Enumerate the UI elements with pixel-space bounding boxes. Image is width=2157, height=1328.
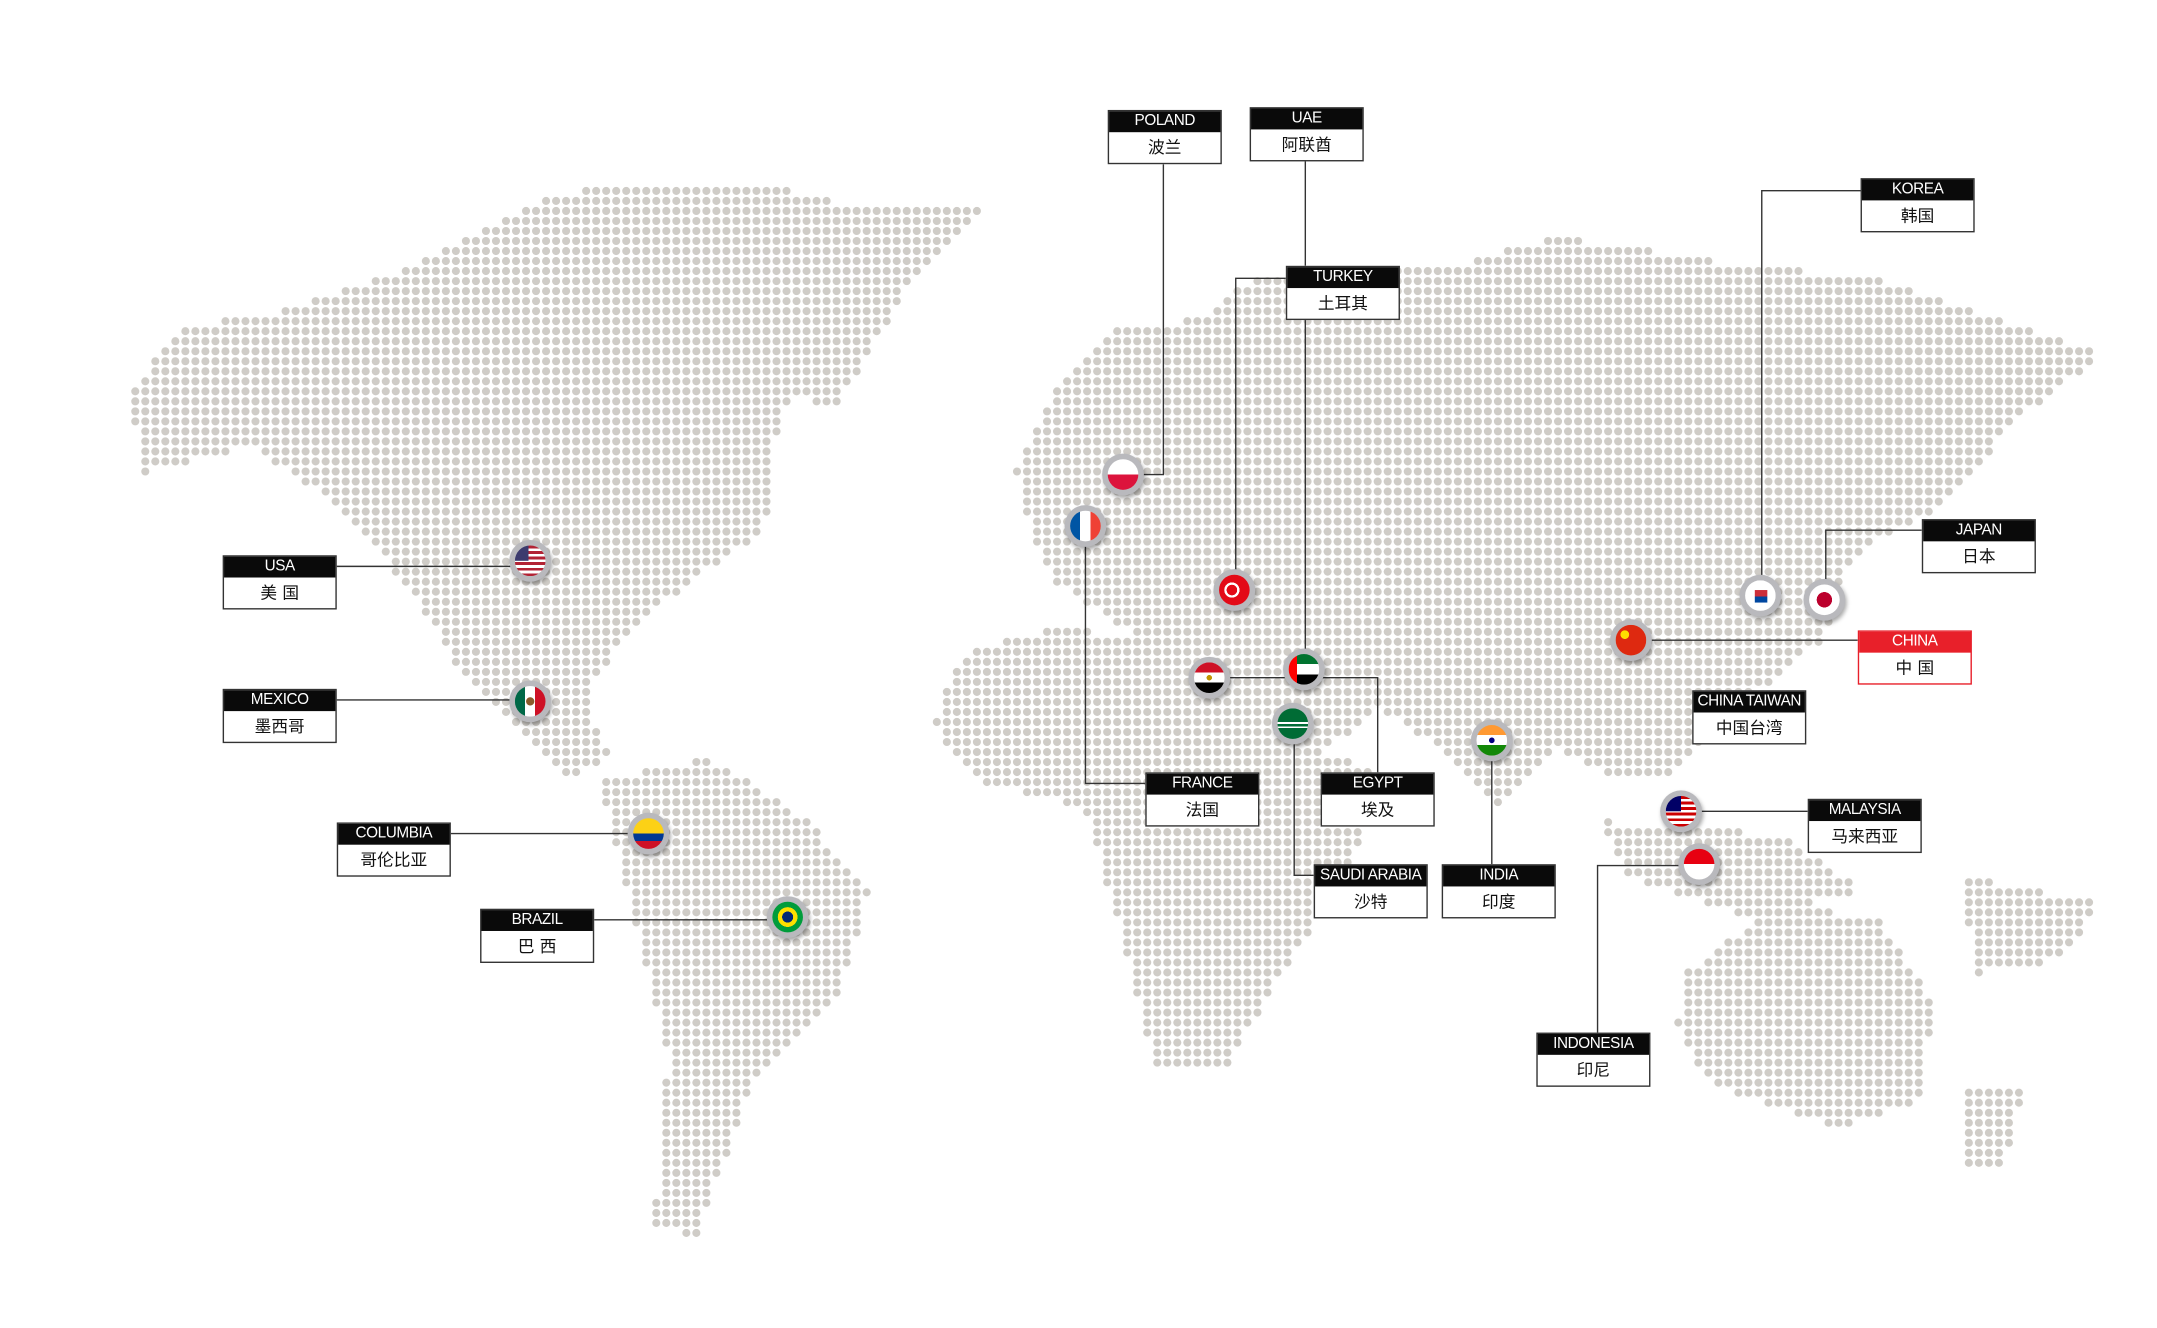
label-malaysia: MALAYSIA 马来西亚 <box>1807 798 1922 854</box>
connector-line <box>1825 529 1922 584</box>
label-china-taiwan: CHINA TAIWAN 中国台湾 <box>1692 690 1807 745</box>
connector-line <box>1235 277 1286 574</box>
label-uae: UAE 阿联酋 <box>1249 107 1364 162</box>
label-poland: POLAND 波兰 <box>1107 109 1222 165</box>
label-columbia: COLUMBIA 哥伦比亚 <box>336 822 451 877</box>
label-indonesia: INDONESIA 印尼 <box>1536 1032 1651 1087</box>
label-english: KOREA <box>1861 179 1974 201</box>
connector-line <box>1596 864 1683 1033</box>
mexico-flag-icon[interactable] <box>509 680 552 723</box>
label-korea: KOREA 韩国 <box>1860 178 1975 233</box>
label-english: MALAYSIA <box>1809 800 1921 822</box>
label-english: INDONESIA <box>1537 1033 1650 1055</box>
label-english: CHINA TAIWAN <box>1693 691 1805 713</box>
label-english: USA <box>224 556 336 578</box>
label-english: CHINA <box>1859 631 1971 653</box>
label-chinese: 中 国 <box>1895 658 1935 678</box>
label-english: SAUDI ARABIA <box>1315 865 1427 887</box>
turkey-flag-icon[interactable] <box>1213 569 1256 611</box>
usa-flag-icon[interactable] <box>509 539 552 582</box>
connector-line <box>1761 189 1861 579</box>
label-brazil: BRAZIL 巴 西 <box>480 908 595 963</box>
label-english: UAE <box>1251 108 1363 130</box>
saudi-flag-icon[interactable] <box>1271 702 1314 745</box>
label-english: MEXICO <box>224 690 336 712</box>
india-flag-icon[interactable] <box>1470 719 1513 762</box>
label-chinese: 埃及 <box>1360 800 1395 820</box>
japan-flag-icon[interactable] <box>1803 578 1846 621</box>
label-chinese: 印度 <box>1482 892 1516 912</box>
france-flag-icon[interactable] <box>1064 505 1107 547</box>
indonesia-flag-icon[interactable] <box>1678 843 1721 886</box>
connector-line <box>1084 542 1146 785</box>
label-chinese: 墨西哥 <box>254 716 305 737</box>
label-english: FRANCE <box>1146 773 1259 795</box>
connector-line <box>1141 164 1165 476</box>
china-flag-icon[interactable] <box>1610 619 1652 662</box>
label-chinese: 波兰 <box>1148 137 1182 158</box>
korea-flag-icon[interactable] <box>1739 574 1782 617</box>
label-chinese: 土耳其 <box>1317 293 1368 314</box>
label-english: JAPAN <box>1923 520 2035 542</box>
label-english: COLUMBIA <box>338 823 450 845</box>
label-english: POLAND <box>1109 111 1221 133</box>
colombia-flag-icon[interactable] <box>627 812 670 855</box>
label-english: INDIA <box>1443 865 1555 887</box>
connector-line <box>1227 677 1379 773</box>
label-english: EGYPT <box>1322 773 1434 795</box>
label-chinese: 日本 <box>1962 546 1996 567</box>
label-chinese: 法国 <box>1185 800 1220 820</box>
label-egypt: EGYPT 埃及 <box>1320 772 1435 827</box>
label-chinese: 中国台湾 <box>1715 718 1783 738</box>
label-france: FRANCE 法国 <box>1145 772 1260 827</box>
label-saudi-arabia: SAUDI ARABIA 沙特 <box>1313 864 1428 919</box>
label-english: TURKEY <box>1287 267 1399 289</box>
label-mexico: MEXICO 墨西哥 <box>222 688 337 744</box>
label-chinese: 巴 西 <box>517 936 557 957</box>
label-chinese: 美 国 <box>260 583 300 603</box>
malaysia-flag-icon[interactable] <box>1660 790 1702 833</box>
label-china: CHINA 中 国 <box>1857 630 1972 685</box>
label-japan: JAPAN 日本 <box>1921 519 2036 574</box>
label-chinese: 韩国 <box>1900 205 1935 226</box>
poland-flag-icon[interactable] <box>1102 453 1144 496</box>
label-chinese: 阿联酋 <box>1281 134 1332 155</box>
label-turkey: TURKEY 土耳其 <box>1285 265 1400 321</box>
label-usa: USA 美 国 <box>222 555 337 610</box>
connector-line <box>1293 740 1314 877</box>
label-chinese: 哥伦比亚 <box>360 850 428 870</box>
label-chinese: 沙特 <box>1354 892 1388 912</box>
egypt-flag-icon[interactable] <box>1188 656 1231 699</box>
uae-flag-icon[interactable] <box>1283 648 1325 691</box>
label-english: BRAZIL <box>481 910 593 931</box>
label-chinese: 印尼 <box>1576 1060 1611 1080</box>
label-india: INDIA 印度 <box>1441 864 1556 919</box>
label-chinese: 马来西亚 <box>1831 826 1899 847</box>
brazil-flag-icon[interactable] <box>766 896 809 938</box>
